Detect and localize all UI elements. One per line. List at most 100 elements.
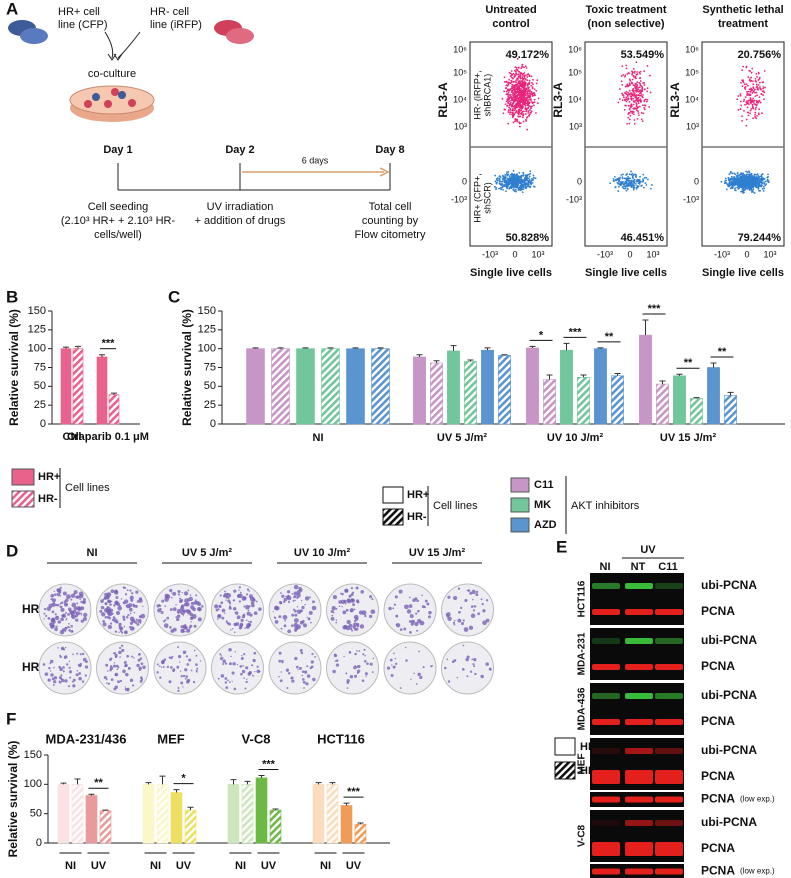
cell-dot bbox=[529, 181, 531, 183]
colony bbox=[184, 624, 187, 627]
colony bbox=[110, 678, 114, 682]
interval-label: 6 days bbox=[302, 155, 329, 165]
cell-dot bbox=[630, 96, 633, 98]
plate bbox=[441, 641, 494, 695]
colony bbox=[140, 613, 146, 619]
cell-line-label: HR- cell bbox=[150, 6, 189, 18]
colony bbox=[332, 611, 335, 614]
colony bbox=[42, 663, 46, 666]
cell-dot bbox=[514, 111, 517, 114]
cell-dot bbox=[752, 188, 755, 191]
colony bbox=[82, 617, 87, 622]
cell-dot bbox=[518, 186, 521, 189]
cell-dot bbox=[632, 103, 635, 106]
cell-dot bbox=[746, 171, 749, 174]
cell-dot bbox=[745, 187, 748, 190]
legend-label: HR- bbox=[38, 493, 58, 505]
cell-dot bbox=[616, 181, 619, 184]
colony bbox=[48, 666, 51, 670]
cell-dot bbox=[723, 182, 726, 185]
error-bar bbox=[315, 782, 322, 785]
cell-dot bbox=[621, 84, 624, 86]
colony bbox=[169, 656, 173, 660]
error-bar bbox=[693, 397, 700, 399]
colony bbox=[330, 617, 335, 621]
cell-dot bbox=[730, 175, 733, 178]
cell-dot bbox=[500, 184, 502, 186]
cell-dot bbox=[728, 181, 731, 184]
colony bbox=[290, 624, 294, 627]
bar bbox=[481, 349, 494, 425]
colony bbox=[181, 591, 183, 594]
cell-dot bbox=[635, 105, 638, 108]
cell-dot bbox=[525, 110, 528, 113]
colony bbox=[230, 629, 232, 631]
colony bbox=[232, 606, 237, 611]
colony bbox=[80, 612, 82, 615]
cell-dot bbox=[500, 187, 502, 189]
colony bbox=[182, 686, 184, 688]
colony bbox=[298, 666, 302, 670]
colony bbox=[225, 686, 229, 689]
colony bbox=[125, 615, 129, 619]
colony bbox=[482, 620, 487, 626]
colony bbox=[306, 665, 309, 668]
gate-percent: 79.244% bbox=[738, 232, 782, 244]
cell-dot bbox=[513, 109, 516, 112]
colony bbox=[132, 684, 135, 687]
colony bbox=[247, 620, 250, 623]
colony bbox=[280, 627, 283, 630]
colony bbox=[190, 669, 193, 672]
colony bbox=[226, 621, 228, 624]
cell-dot bbox=[511, 73, 513, 76]
error-bar bbox=[377, 347, 384, 349]
colony bbox=[225, 599, 227, 601]
cell-dot bbox=[742, 188, 744, 191]
colony bbox=[297, 669, 299, 671]
cell-dot bbox=[515, 110, 518, 112]
colony bbox=[217, 677, 220, 680]
cell-dot bbox=[624, 74, 627, 77]
cell-dot bbox=[749, 101, 752, 104]
cell-dot bbox=[620, 80, 623, 83]
legend-swatch bbox=[382, 508, 404, 526]
colony bbox=[139, 657, 143, 660]
cell-dot bbox=[752, 87, 755, 90]
colony bbox=[50, 618, 55, 623]
cell-dot bbox=[762, 87, 765, 90]
colony bbox=[292, 599, 295, 602]
cell-dot bbox=[527, 177, 530, 180]
colony bbox=[107, 611, 113, 617]
panel-letter: C bbox=[168, 287, 180, 306]
row-label: PCNA bbox=[701, 769, 735, 783]
colony bbox=[462, 619, 465, 622]
cell-dot bbox=[759, 184, 762, 187]
colony bbox=[65, 598, 69, 602]
colony bbox=[81, 680, 85, 683]
cell-dot bbox=[528, 90, 531, 93]
cell-dot bbox=[631, 105, 633, 108]
colony bbox=[251, 664, 254, 667]
cell-dot bbox=[744, 96, 747, 99]
cell-dot bbox=[621, 176, 624, 179]
cell-dot bbox=[743, 189, 746, 191]
cell-dot bbox=[760, 177, 763, 180]
colony bbox=[69, 626, 71, 629]
gate-percent: 50.828% bbox=[506, 232, 550, 244]
cell-dot bbox=[507, 111, 510, 113]
colony bbox=[166, 626, 168, 628]
cell-dot bbox=[637, 102, 640, 105]
colony bbox=[63, 602, 69, 607]
colony bbox=[75, 595, 79, 599]
cell-dot bbox=[767, 181, 770, 184]
bar bbox=[346, 348, 365, 425]
cell-dot bbox=[525, 67, 528, 69]
cell-dot bbox=[515, 179, 518, 182]
y-tick-label: 10⁴ bbox=[453, 94, 467, 104]
cell-dot bbox=[758, 96, 761, 99]
cell-dot bbox=[743, 83, 746, 86]
colony bbox=[129, 595, 134, 600]
colony bbox=[469, 670, 473, 673]
colony bbox=[43, 612, 46, 615]
colony bbox=[58, 591, 62, 594]
